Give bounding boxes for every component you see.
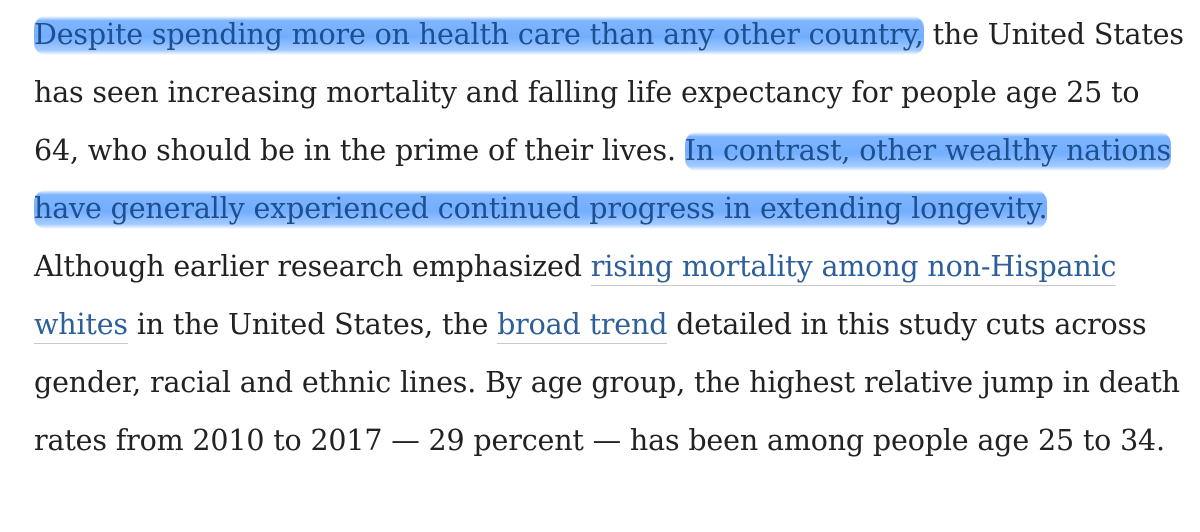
body-text: in the United States, the — [127, 308, 498, 341]
link-rising-mortality[interactable]: rising mortality among non-Hispanic whit… — [34, 250, 1117, 344]
highlighted-sentence-1[interactable]: Despite spending more on health care tha… — [34, 16, 924, 55]
body-text: Although earlier research emphasized — [34, 250, 591, 283]
body-text: detailed in this study cuts across gende… — [34, 308, 1180, 457]
link-broad-trend[interactable]: broad trend — [497, 308, 667, 344]
article-paragraph: Despite spending more on health care tha… — [34, 6, 1184, 470]
body-text: the United States has seen increasing mo… — [34, 18, 1184, 167]
article-body: Despite spending more on health care tha… — [34, 6, 1184, 470]
